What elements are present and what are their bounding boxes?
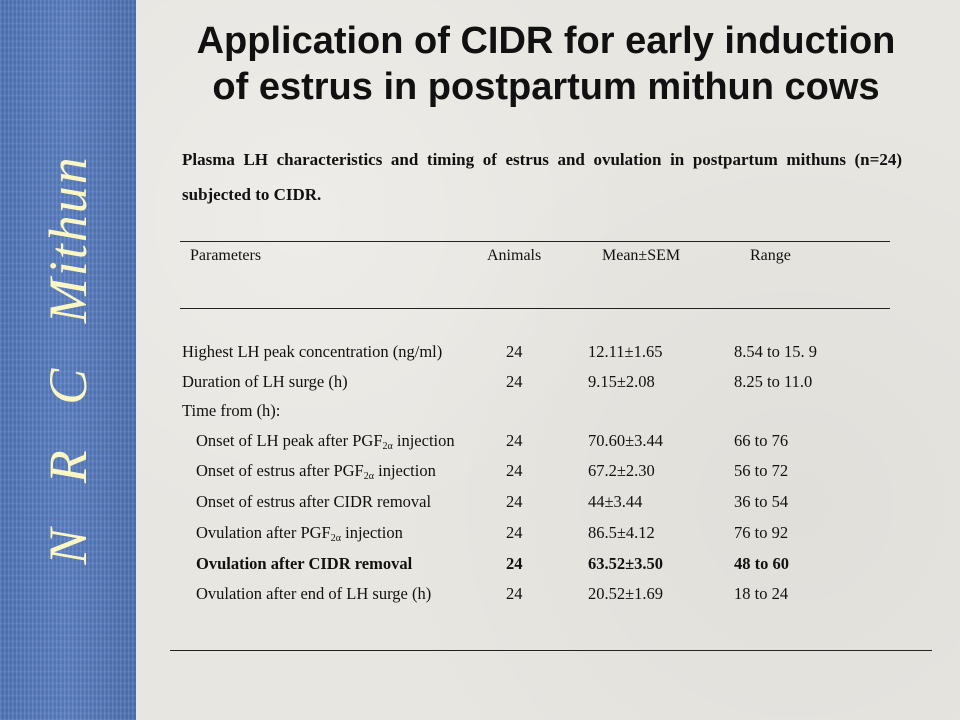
title-line-2: of estrus in postpartum mithun cows	[212, 66, 880, 108]
header-parameters: Parameters	[190, 247, 262, 264]
sidebar-banner: N R C Mithun	[0, 0, 136, 720]
cell-animals: 24	[506, 342, 523, 361]
cell-parameter-text: Onset of LH peak after PGF	[196, 431, 383, 450]
cell-mean-sem: 9.15±2.08	[588, 372, 655, 391]
table-row: Ovulation after end of LH surge (h) 24 20.…	[136, 584, 960, 614]
cell-parameter: Onset of estrus after PGF2α injection	[196, 461, 436, 482]
cell-mean-sem: 63.52±3.50	[588, 554, 664, 573]
cell-mean-sem: 44±3.44	[588, 492, 643, 511]
table-row: Ovulation after PGF2α injection 24 86.5±4.…	[136, 523, 960, 553]
cell-parameter: Onset of estrus after CIDR removal	[196, 492, 432, 511]
table-row: Onset of LH peak after PGF2α injection 24…	[136, 431, 960, 461]
cell-mean-sem: 86.5±4.12	[588, 523, 655, 542]
cell-parameter-subscript: 2α	[330, 533, 341, 544]
cell-range: 18 to 24	[734, 584, 789, 603]
header-range: Range	[750, 247, 791, 264]
cell-animals: 24	[506, 554, 523, 573]
table-row: Duration of LH surge (h) 24 9.15±2.08 8.25 …	[136, 372, 960, 402]
table-row: Time from (h):	[136, 401, 960, 431]
table-top-rule	[180, 241, 890, 242]
cell-parameter: Ovulation after end of LH surge (h)	[196, 584, 432, 603]
table-row: Ovulation after CIDR removal 24 63.52±3.50…	[136, 554, 960, 584]
title-line-1: Application of CIDR for early induction	[196, 20, 896, 62]
cell-parameter: Highest LH peak concentration (ng/ml)	[182, 342, 443, 361]
table-bottom-rule	[170, 650, 932, 651]
cell-mean-sem: 12.11±1.65	[588, 342, 663, 361]
cell-animals: 24	[506, 461, 523, 480]
cell-parameter-text: injection	[373, 461, 436, 480]
cell-parameter: Onset of LH peak after PGF2α injection	[196, 431, 455, 452]
slide-content: Application of CIDR for early induction …	[136, 0, 960, 720]
cell-parameter: Ovulation after PGF2α injection	[196, 523, 403, 544]
cell-range: 36 to 54	[734, 492, 789, 511]
table-row: Highest LH peak concentration (ng/ml) 24 1…	[136, 342, 960, 372]
header-mean: Mean±SEM	[602, 247, 681, 264]
cell-range: 8.25 to 11.0	[734, 372, 813, 391]
cell-animals: 24	[506, 431, 523, 450]
cell-parameter-text: injection	[392, 431, 455, 450]
cell-range: 76 to 92	[734, 523, 789, 542]
cell-parameter-subscript: 2α	[363, 471, 374, 482]
cell-parameter-subscript: 2α	[382, 441, 393, 452]
cell-parameter: Time from (h):	[182, 401, 281, 420]
cell-range: 56 to 72	[734, 461, 789, 480]
slide-title: Application of CIDR for early induction …	[146, 18, 946, 110]
cell-animals: 24	[506, 492, 523, 511]
table-caption: Plasma LH characteristics and timing of …	[182, 150, 902, 204]
cell-range: 8.54 to 15. 9	[734, 342, 817, 361]
sidebar-title: N R C Mithun	[38, 155, 98, 565]
cell-parameter: Duration of LH surge (h)	[182, 372, 348, 391]
table-row: Onset of estrus after PGF2α injection 24 6…	[136, 461, 960, 491]
cell-mean-sem: 20.52±1.69	[588, 584, 664, 603]
cell-animals: 24	[506, 372, 523, 391]
cell-parameter-text: injection	[340, 523, 403, 542]
header-animals: Animals	[487, 247, 542, 264]
cell-parameter: Ovulation after CIDR removal	[196, 554, 413, 573]
cell-parameter-text: Onset of estrus after PGF	[196, 461, 364, 480]
cell-range: 48 to 60	[734, 554, 789, 573]
cell-range: 66 to 76	[734, 431, 789, 450]
cell-mean-sem: 70.60±3.44	[588, 431, 664, 450]
cell-parameter-text: Ovulation after PGF	[196, 523, 331, 542]
cell-animals: 24	[506, 523, 523, 542]
cell-animals: 24	[506, 584, 523, 603]
cell-mean-sem: 67.2±2.30	[588, 461, 655, 480]
table-row: Onset of estrus after CIDR removal 24 44±3…	[136, 492, 960, 522]
header-bottom-rule	[180, 308, 890, 309]
